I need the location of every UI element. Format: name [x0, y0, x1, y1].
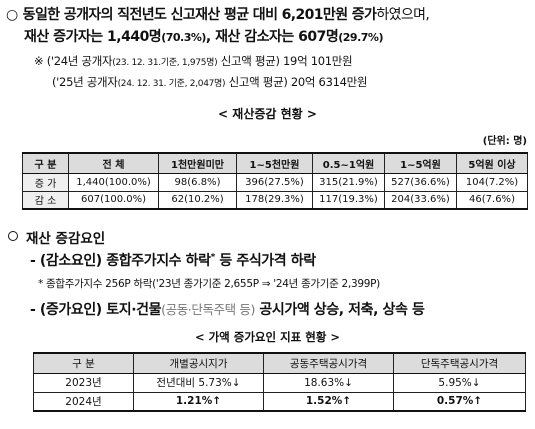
note-1-post: 신고액 평균) 19억 101만원 [217, 54, 353, 68]
section2-bullet-icon [8, 231, 18, 241]
increase-factor-sub: (공동·단독주택 등) [161, 302, 255, 317]
table1-cell: 117(19.3%) [312, 190, 385, 210]
note-2: ('25년 공개자(24. 12. 31. 기준, 2,047명) 신고액 평균… [52, 74, 367, 90]
summary-decrease-pct: (29.7%) [338, 31, 383, 44]
table1-header: 0.5~1억원 [312, 152, 385, 174]
property-change-table: 구 분 전 체 1천만원미만 1~5천만원 0.5~1억원 1~5억원 5억원 … [22, 152, 528, 210]
table2-cell: 1.52%↑ [263, 391, 394, 412]
table2-title: < 가액 증가요인 지표 현황 > [194, 330, 341, 344]
table1-cell: 46(7.6%) [456, 190, 528, 210]
table-row: 증 가 1,440(100.0%) 98(6.8%) 396(27.5%) 31… [22, 172, 528, 192]
table2-cell: 5.95%↓ [393, 372, 526, 393]
summary-increase-pct: (70.3%) [161, 31, 206, 44]
table-row: 감 소 607(100.0%) 62(10.2%) 178(29.3%) 117… [22, 190, 528, 210]
decrease-factor-star: * [210, 252, 216, 263]
note-mark: ※ [34, 54, 44, 68]
table1-header: 1~5천만원 [236, 152, 313, 174]
table1-header: 구 분 [22, 152, 69, 174]
table1-cell: 178(29.3%) [236, 190, 313, 210]
summary-line-1-bold: 동일한 공개자의 직전년도 신고재산 평균 대비 6,201만원 증가 [22, 7, 377, 23]
table2-cell: 18.63%↓ [263, 372, 394, 393]
note-1: ※ ('24년 공개자(23. 12. 31.기준, 1,975명) 신고액 평… [34, 53, 353, 69]
note-1-pre: ('24년 공개자 [46, 54, 113, 68]
table1-row-label: 감 소 [22, 190, 69, 210]
table1-header: 1천만원미만 [158, 152, 237, 174]
table-row: 2023년 전년대비 5.73%↓ 18.63%↓ 5.95%↓ [33, 372, 526, 393]
table2-cell: 1.21%↑ [133, 391, 264, 412]
table2-cell: 전년대비 5.73%↓ [133, 372, 264, 393]
table1-cell: 204(33.6%) [384, 190, 457, 210]
table2-row-label: 2024년 [33, 391, 134, 412]
table1-unit: (단위: 명) [482, 136, 527, 147]
decrease-factor-text: - (감소요인) 종합주가지수 하락 [30, 253, 211, 269]
table2-header: 구 분 [33, 352, 134, 374]
increase-factor-line: - (증가요인) 토지·건물(공동·단독주택 등) 공시가액 상승, 저축, 상… [30, 299, 425, 319]
summary-line-1-tail: 하였으며, [376, 7, 430, 23]
indicator-table: 구 분 개별공시지가 공동주택공시가격 단독주택공시가격 2023년 전년대비 … [33, 352, 526, 412]
table1-cell: 1,440(100.0%) [68, 172, 159, 192]
table1-title: < 재산증감 현황 > [218, 107, 317, 121]
table2-row-label: 2023년 [33, 372, 134, 393]
table1-header: 전 체 [68, 152, 159, 174]
table2-header: 개별공시지가 [133, 352, 264, 374]
table1-cell: 98(6.8%) [158, 172, 237, 192]
increase-factor-tail: 공시가액 상승, 저축, 상속 등 [254, 302, 425, 318]
summary-decrease-text: , 재산 감소자는 607명 [205, 29, 339, 45]
increase-factor-text: - (증가요인) 토지·건물 [30, 302, 162, 318]
table1-row-label: 증 가 [22, 172, 69, 192]
summary-bullet: ○ [6, 7, 19, 23]
table1-cell: 104(7.2%) [456, 172, 528, 192]
table1-header: 5억원 이상 [456, 152, 528, 174]
table1-cell: 527(36.6%) [384, 172, 457, 192]
note-1-small: (23. 12. 31.기준, 1,975명) [112, 58, 218, 68]
table-row: 2024년 1.21%↑ 1.52%↑ 0.57%↑ [33, 391, 526, 412]
note-2-small: (24. 12. 31. 기준, 2,047명) [117, 79, 226, 89]
note-2-post: 신고액 평균) 20억 6314만원 [225, 75, 368, 89]
table1-cell: 315(21.9%) [312, 172, 385, 192]
section2-title: 재산 증감요인 [26, 231, 106, 247]
summary-line-1: ○ 동일한 공개자의 직전년도 신고재산 평균 대비 6,201만원 증가하였으… [6, 4, 430, 24]
note-2-pre: ('25년 공개자 [52, 75, 118, 89]
decrease-factor-line: - (감소요인) 종합주가지수 하락* 등 주식가격 하락 [30, 250, 316, 270]
table2-header: 공동주택공시가격 [263, 352, 394, 374]
decrease-factor-note: * 종합주가지수 256P 하락('23년 종가기준 2,655P ⇒ '24년… [38, 278, 380, 290]
table1-cell: 62(10.2%) [158, 190, 237, 210]
table1-header-row: 구 분 전 체 1천만원미만 1~5천만원 0.5~1억원 1~5억원 5억원 … [22, 152, 528, 174]
summary-line-2: 재산 증가자는 1,440명(70.3%), 재산 감소자는 607명(29.7… [24, 26, 383, 46]
summary-increase-text: 재산 증가자는 1,440명 [24, 29, 162, 45]
decrease-factor-tail: 등 주식가격 하락 [214, 253, 316, 269]
table2-header-row: 구 분 개별공시지가 공동주택공시가격 단독주택공시가격 [33, 352, 526, 374]
table2-header: 단독주택공시가격 [393, 352, 526, 374]
table1-header: 1~5억원 [384, 152, 457, 174]
table2-cell: 0.57%↑ [393, 391, 526, 412]
table1-cell: 396(27.5%) [236, 172, 313, 192]
table1-cell: 607(100.0%) [68, 190, 159, 210]
